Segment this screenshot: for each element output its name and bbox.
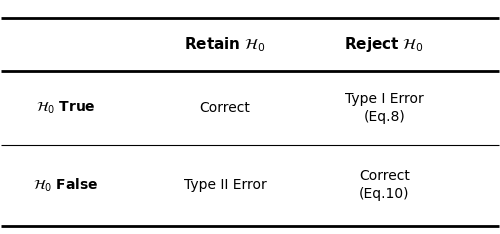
Text: Type II Error: Type II Error xyxy=(184,178,266,192)
Text: Correct: Correct xyxy=(200,101,250,115)
Text: Correct
(Eq.10): Correct (Eq.10) xyxy=(359,169,410,201)
Text: Type I Error
(Eq.8): Type I Error (Eq.8) xyxy=(345,91,424,124)
Text: $\mathbf{Retain}\ \mathcal{H}_0$: $\mathbf{Retain}\ \mathcal{H}_0$ xyxy=(184,35,266,54)
Text: $\mathcal{H}_0\ \mathbf{True}$: $\mathcal{H}_0\ \mathbf{True}$ xyxy=(36,99,96,116)
Text: $\mathbf{Reject}\ \mathcal{H}_0$: $\mathbf{Reject}\ \mathcal{H}_0$ xyxy=(344,35,424,54)
Text: $\mathcal{H}_0\ \mathbf{False}$: $\mathcal{H}_0\ \mathbf{False}$ xyxy=(34,176,98,194)
